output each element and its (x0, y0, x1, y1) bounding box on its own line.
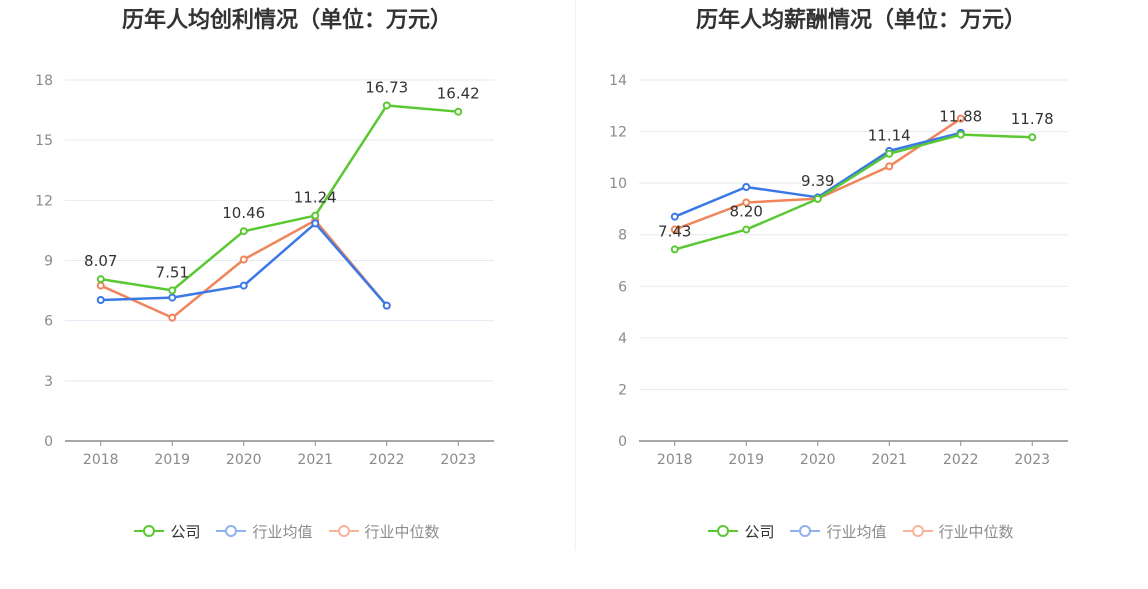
y-tick-label: 10 (609, 176, 627, 192)
x-tick-label: 2021 (871, 452, 907, 468)
data-point (311, 219, 320, 228)
data-point (96, 275, 105, 284)
y-tick-label: 15 (35, 133, 53, 149)
legend-item-industry-mean[interactable]: 行业均值 (790, 521, 887, 542)
data-point (168, 313, 177, 322)
y-tick-label: 0 (618, 434, 627, 450)
data-label: 8.20 (730, 203, 763, 221)
legend-item-industry-mean[interactable]: 行业均值 (216, 521, 313, 542)
data-point (168, 293, 177, 302)
legend-label: 行业均值 (252, 522, 313, 541)
data-point (670, 245, 679, 254)
x-tick-label: 2019 (728, 452, 764, 468)
data-label: 11.88 (939, 108, 982, 126)
data-label: 11.24 (294, 189, 337, 207)
legend-label: 行业中位数 (364, 522, 440, 541)
x-tick-label: 2018 (83, 452, 119, 468)
salary-chart-panel: 历年人均薪酬情况（单位：万元） 0 2 4 6 8 10 12 14 2018 2019 2020 2… (574, 0, 1148, 589)
data-point (813, 194, 822, 203)
legend-item-company[interactable]: 公司 (134, 521, 200, 542)
y-tick-label: 4 (618, 331, 627, 347)
legend-line-icon (790, 525, 821, 537)
legend-line-icon (902, 525, 933, 537)
legend-label: 行业中位数 (938, 522, 1014, 541)
data-label: 10.46 (222, 204, 265, 222)
x-tick-label: 2019 (154, 452, 190, 468)
x-tick-label: 2023 (440, 452, 476, 468)
data-point (1028, 133, 1037, 142)
data-label: 11.14 (868, 127, 911, 145)
y-tick-label: 14 (609, 73, 627, 89)
y-tick-label: 12 (35, 193, 53, 209)
data-point (956, 130, 965, 139)
chart-title: 历年人均薪酬情况（单位：万元） (695, 8, 1026, 33)
legend-line-icon (708, 525, 739, 537)
legend-label: 公司 (170, 522, 201, 541)
profit-chart-plot: 0 3 6 9 12 15 18 2018 2019 2020 2021 2022 2023 8.07 7.… (35, 73, 494, 468)
data-point (454, 107, 463, 116)
legend-item-industry-median[interactable]: 行业中位数 (328, 521, 440, 542)
data-point (382, 301, 391, 310)
data-point (239, 255, 248, 264)
data-point (168, 286, 177, 295)
panel-divider (575, 0, 576, 550)
data-point (885, 149, 894, 158)
data-label: 7.51 (156, 263, 189, 281)
series-line-0 (674, 133, 1033, 251)
legend-item-industry-median[interactable]: 行业中位数 (902, 521, 1014, 542)
data-point (670, 225, 679, 234)
data-point (311, 211, 320, 220)
y-tick-label: 12 (609, 125, 627, 141)
x-tick-label: 2023 (1014, 452, 1050, 468)
chart-legend: 公司 行业均值 行业中位数 (574, 518, 1148, 544)
data-point (382, 101, 391, 110)
data-point (96, 296, 105, 305)
x-tick-label: 2022 (369, 452, 405, 468)
data-point (239, 227, 248, 236)
data-point (956, 114, 965, 123)
data-point (742, 198, 751, 207)
data-label: 16.42 (437, 85, 480, 103)
data-label: 9.39 (801, 172, 834, 190)
legend-item-company[interactable]: 公司 (708, 521, 774, 542)
x-tick-label: 2018 (657, 452, 693, 468)
x-tick-label: 2022 (943, 452, 979, 468)
chart-legend: 公司 行业均值 行业中位数 (0, 518, 574, 544)
legend-label: 行业均值 (826, 522, 887, 541)
legend-line-icon (216, 525, 247, 537)
y-tick-label: 8 (618, 228, 627, 244)
series-line-1 (100, 222, 388, 307)
y-tick-label: 9 (44, 254, 53, 270)
y-tick-label: 6 (44, 314, 53, 330)
data-point (670, 212, 679, 221)
y-tick-label: 18 (35, 73, 53, 89)
x-tick-label: 2021 (297, 452, 333, 468)
data-label: 16.73 (365, 78, 408, 96)
data-label: 8.07 (84, 252, 117, 270)
chart-title: 历年人均创利情况（单位：万元） (121, 8, 452, 33)
data-point (885, 162, 894, 171)
data-point (239, 281, 248, 290)
x-tick-label: 2020 (800, 452, 836, 468)
data-point (742, 225, 751, 234)
data-label: 11.78 (1011, 110, 1054, 128)
legend-label: 公司 (744, 522, 775, 541)
y-tick-label: 6 (618, 279, 627, 295)
salary-chart-plot: 0 2 4 6 8 10 12 14 2018 2019 2020 2021 2022 2023 7.43 8… (609, 73, 1068, 468)
legend-line-icon (134, 525, 165, 537)
series-line-0 (100, 104, 459, 292)
y-tick-label: 2 (618, 382, 627, 398)
profit-chart-panel: 历年人均创利情况（单位：万元） 0 3 6 9 12 15 18 2018 2019 2020 20… (0, 8, 574, 544)
y-tick-label: 0 (44, 434, 53, 450)
legend-line-icon (328, 525, 359, 537)
x-tick-label: 2020 (226, 452, 262, 468)
data-label: 7.43 (658, 222, 691, 240)
data-point (742, 183, 751, 192)
data-point (96, 281, 105, 290)
y-tick-label: 3 (44, 374, 53, 390)
